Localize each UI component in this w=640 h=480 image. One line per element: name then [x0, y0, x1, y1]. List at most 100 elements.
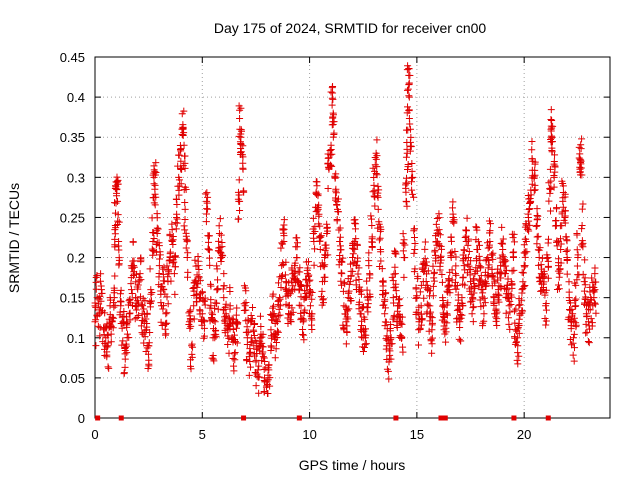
data-point: [230, 367, 238, 375]
data-point: [361, 341, 369, 349]
data-point: [444, 283, 452, 291]
data-point: [493, 321, 501, 329]
data-point: [229, 354, 237, 362]
data-point: [530, 174, 538, 182]
data-point: [557, 235, 565, 243]
data-point: [535, 254, 543, 262]
data-point: [484, 244, 492, 252]
data-point: [129, 257, 137, 265]
data-point: [173, 215, 181, 223]
data-point: [578, 135, 586, 143]
data-point: [577, 164, 585, 172]
data-point: [310, 261, 318, 269]
data-point: [508, 267, 516, 275]
data-point: [323, 223, 331, 231]
data-point: [376, 227, 384, 235]
data-point: [359, 348, 367, 356]
data-point: [113, 177, 121, 185]
data-point: [215, 244, 223, 252]
data-point: [464, 260, 472, 268]
data-point: [172, 225, 180, 233]
data-point: [291, 259, 299, 267]
data-point: [198, 288, 206, 296]
data-point: [159, 305, 167, 313]
data-point: [429, 262, 437, 270]
data-point: [554, 281, 562, 289]
data-point: [179, 162, 187, 170]
data-point: [351, 216, 359, 224]
data-point: [160, 263, 168, 271]
data-point: [506, 325, 514, 333]
data-point: [502, 309, 510, 317]
data-point: [481, 299, 489, 307]
data-point: [370, 187, 378, 195]
data-point: [406, 120, 414, 128]
data-point: [515, 352, 523, 360]
zero-value-point: [118, 415, 124, 421]
data-point: [193, 283, 201, 291]
data-point: [180, 222, 188, 230]
data-point: [584, 337, 592, 345]
data-point: [429, 292, 437, 300]
data-point: [150, 199, 158, 207]
data-point: [125, 310, 133, 318]
data-point: [404, 163, 412, 171]
x-tick-label: 0: [91, 427, 98, 442]
data-point: [264, 364, 272, 372]
data-point: [533, 216, 541, 224]
data-point: [446, 289, 454, 297]
data-point: [152, 248, 160, 256]
data-point: [495, 298, 503, 306]
data-point: [526, 194, 534, 202]
data-point: [469, 304, 477, 312]
data-point: [264, 390, 272, 398]
data-point: [193, 271, 201, 279]
data-point: [592, 278, 600, 286]
data-point: [447, 252, 455, 260]
data-point: [140, 305, 148, 313]
data-point: [170, 270, 178, 278]
data-point: [515, 320, 523, 328]
data-point: [398, 313, 406, 321]
data-point: [332, 196, 340, 204]
data-point: [177, 157, 185, 165]
data-point: [510, 266, 518, 274]
data-point: [476, 296, 484, 304]
data-point: [285, 279, 293, 287]
data-point: [537, 261, 545, 269]
data-point: [328, 150, 336, 158]
data-point: [233, 339, 241, 347]
data-point: [177, 180, 185, 188]
data-point: [162, 310, 170, 318]
data-point: [123, 342, 131, 350]
data-point: [121, 355, 129, 363]
data-point: [591, 270, 599, 278]
data-point: [518, 268, 526, 276]
data-point: [317, 293, 325, 301]
data-point: [171, 253, 179, 261]
data-point: [550, 160, 558, 168]
data-point: [352, 235, 360, 243]
data-point: [388, 340, 396, 348]
data-point: [381, 290, 389, 298]
data-point: [426, 302, 434, 310]
data-point: [578, 205, 586, 213]
data-point: [143, 310, 151, 318]
data-point: [103, 351, 111, 359]
data-point: [537, 287, 545, 295]
data-point: [399, 230, 407, 238]
data-point: [547, 106, 555, 114]
data-point: [292, 243, 300, 251]
data-point: [247, 318, 255, 326]
data-point: [345, 280, 353, 288]
y-tick-label: 0.2: [67, 251, 85, 266]
data-point: [452, 253, 460, 261]
data-point: [188, 350, 196, 358]
data-point: [547, 207, 555, 215]
data-point: [467, 257, 475, 265]
data-point: [249, 303, 257, 311]
data-point: [453, 282, 461, 290]
data-point: [202, 190, 210, 198]
data-point: [222, 300, 230, 308]
data-point: [484, 254, 492, 262]
